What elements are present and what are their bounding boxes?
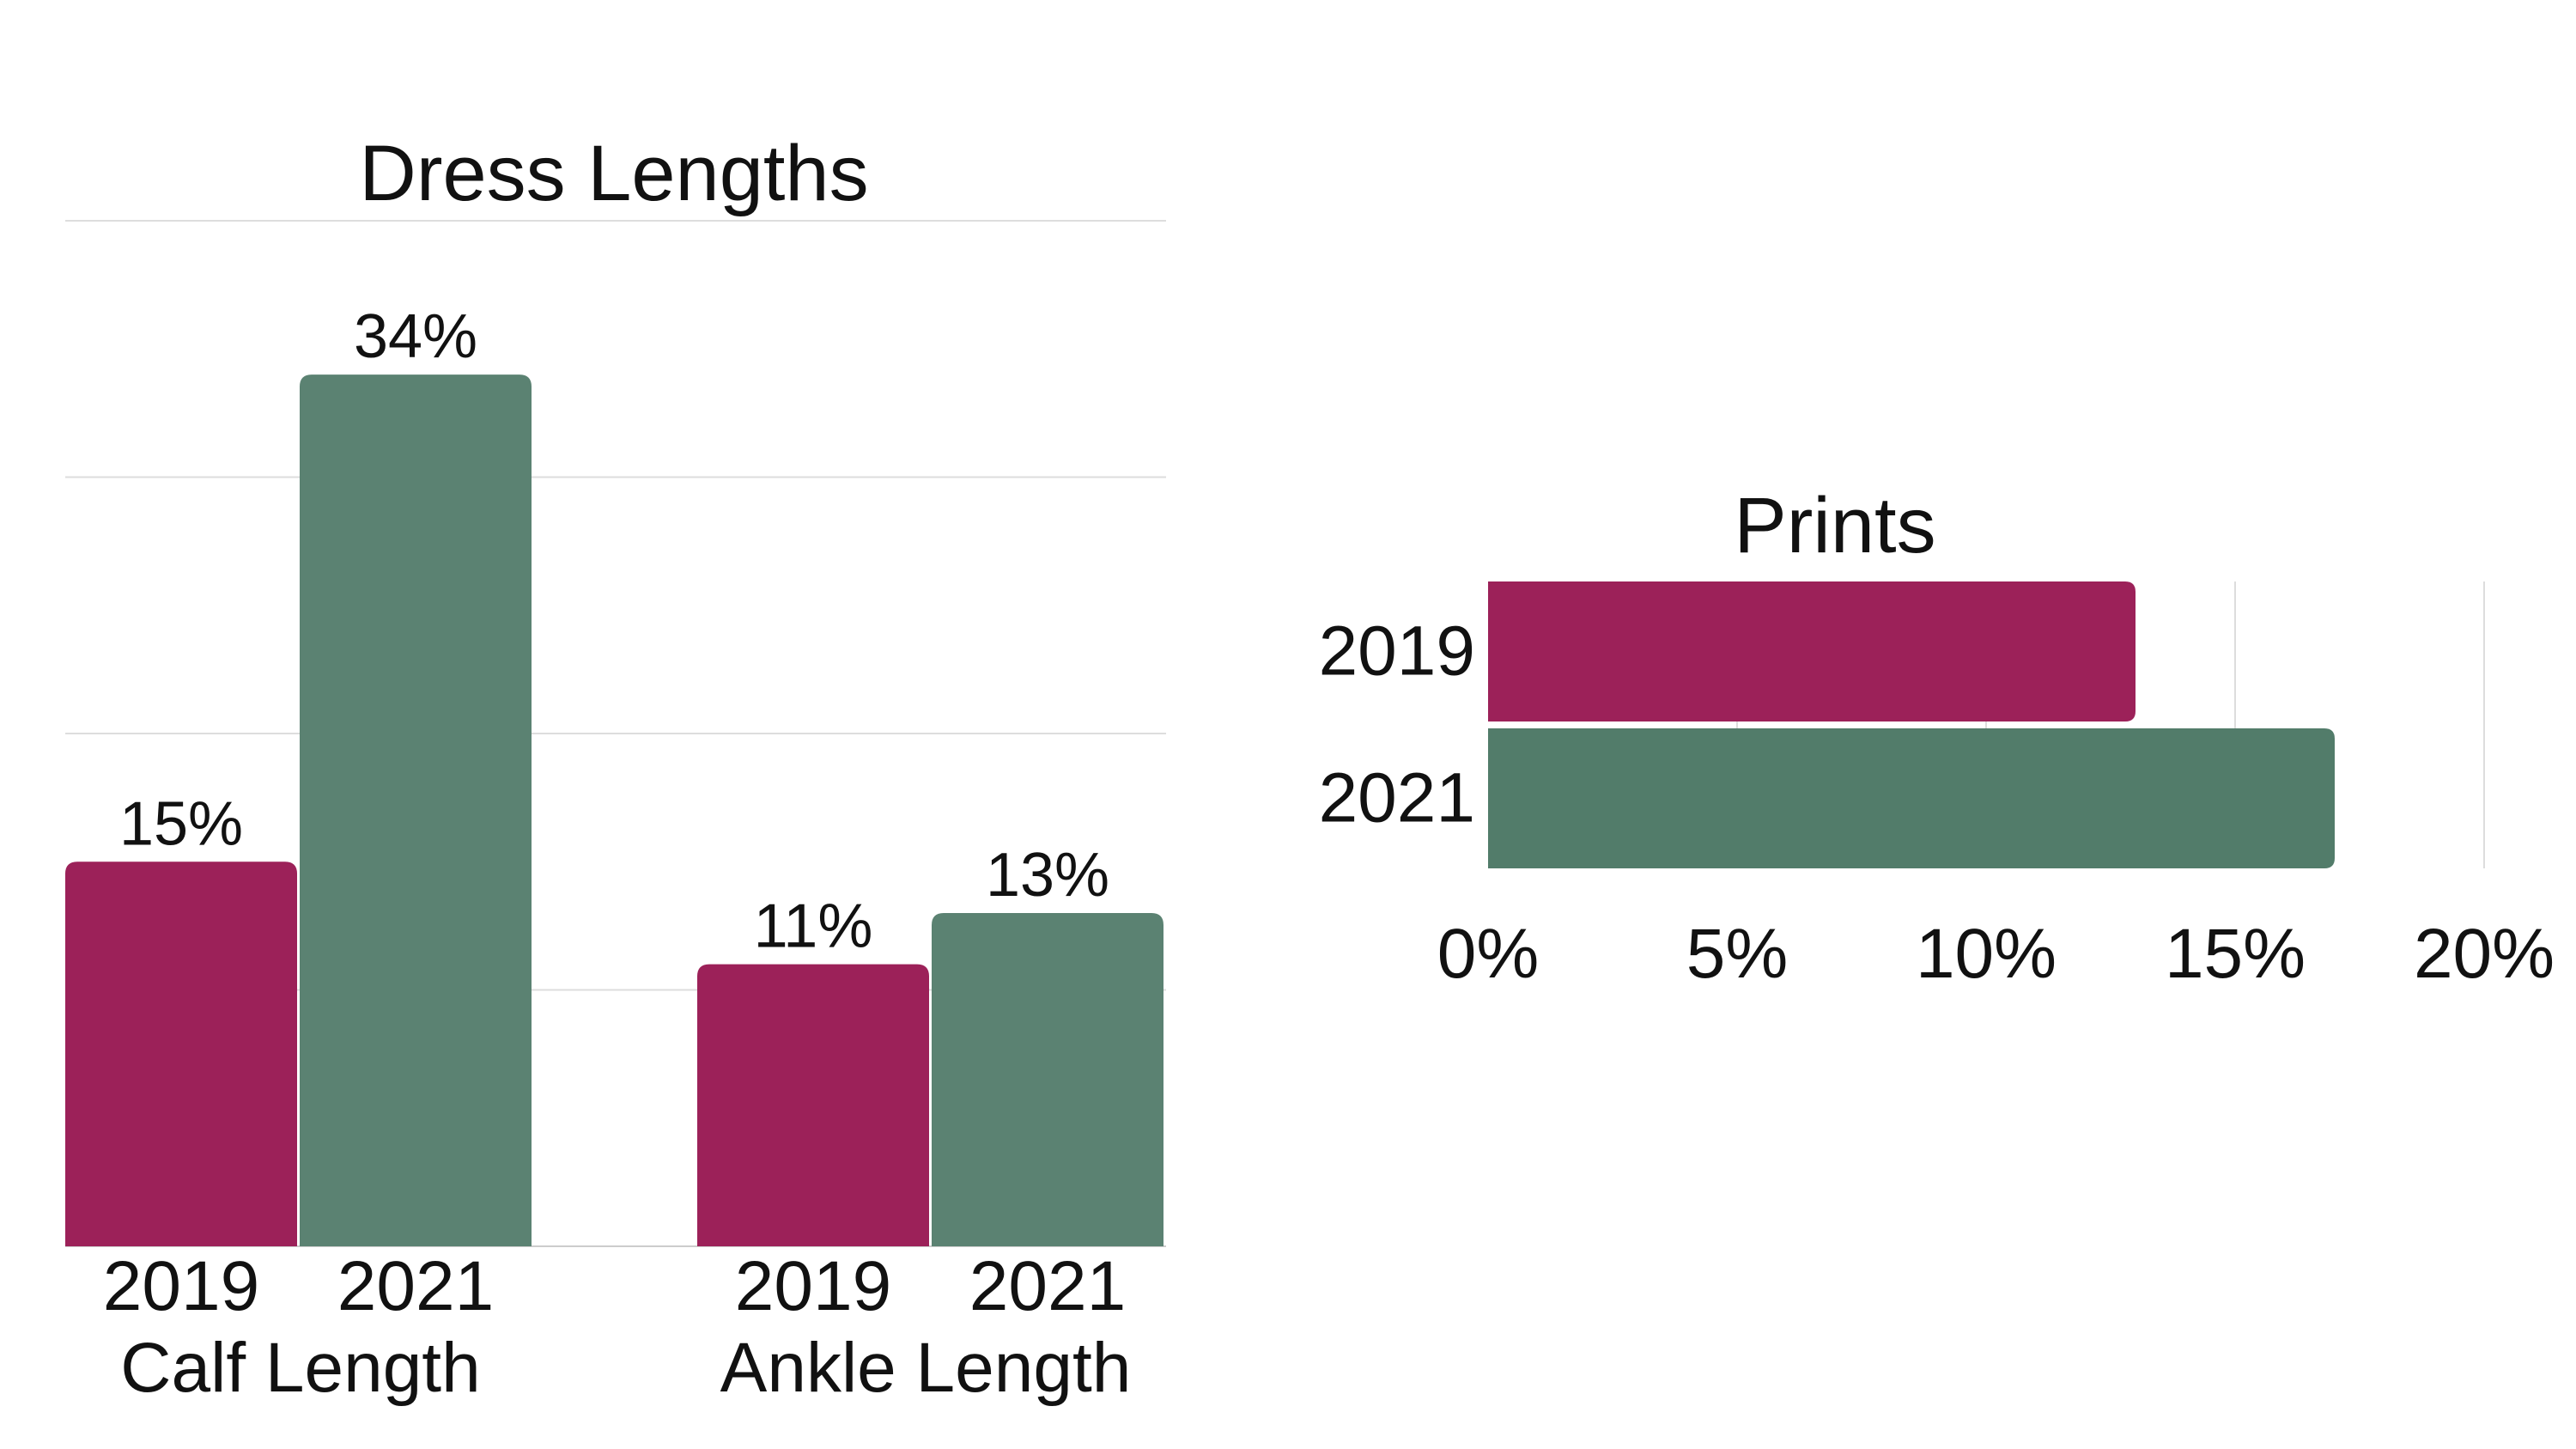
value-label-ankle-length-2021: 13%	[986, 841, 1109, 910]
tick-calf-length-2021: 2021	[337, 1247, 494, 1325]
bar-calf-length-2021	[300, 374, 532, 1247]
category-label-2021: 2021	[1319, 759, 1475, 837]
bar-ankle-length-2021	[932, 912, 1163, 1246]
x-tick-10-: 10%	[1916, 915, 2057, 993]
value-label-calf-length-2019: 15%	[119, 789, 243, 858]
dress-lengths-title: Dress Lengths	[359, 130, 868, 217]
tick-ankle-length-2019: 2019	[735, 1247, 891, 1325]
tick-calf-length-2019: 2019	[103, 1247, 259, 1325]
prints-title: Prints	[1734, 482, 1935, 569]
tick-ankle-length-2021: 2021	[969, 1247, 1126, 1325]
bar-ankle-length-2019	[697, 964, 929, 1246]
prints-x-ticks: 0% 5% 10% 15% 20%	[1437, 915, 2555, 993]
category-label-2019: 2019	[1319, 612, 1475, 691]
dress-lengths-chart: Dress Lengths 15%34%11%13% 2019 2021 2019 2…	[65, 130, 1166, 1407]
x-tick-5-: 5%	[1686, 915, 1789, 993]
prints-chart: Prints 2019 2021 0% 5% 10% 15% 20%	[1319, 482, 2555, 993]
bar-prints-2019	[1488, 581, 2136, 721]
prints-bars	[1488, 581, 2335, 868]
x-tick-20-: 20%	[2414, 915, 2555, 993]
x-tick-0-: 0%	[1437, 915, 1540, 993]
prints-year-labels: 2019 2021	[1319, 612, 1475, 837]
group-label-calf-length: Calf Length	[120, 1329, 480, 1407]
x-tick-15-: 15%	[2165, 915, 2306, 993]
value-label-calf-length-2021: 34%	[354, 302, 477, 371]
value-label-ankle-length-2019: 11%	[754, 892, 873, 961]
dress-lengths-bars	[65, 374, 1163, 1247]
group-label-ankle-length: Ankle Length	[720, 1329, 1132, 1407]
dress-lengths-value-labels: 15% 34% 11% 13%	[119, 302, 1109, 961]
bar-prints-2021	[1488, 728, 2335, 868]
bar-calf-length-2019	[65, 861, 297, 1246]
dress-lengths-year-ticks: 2019 2021 2019 2021	[103, 1247, 1126, 1325]
